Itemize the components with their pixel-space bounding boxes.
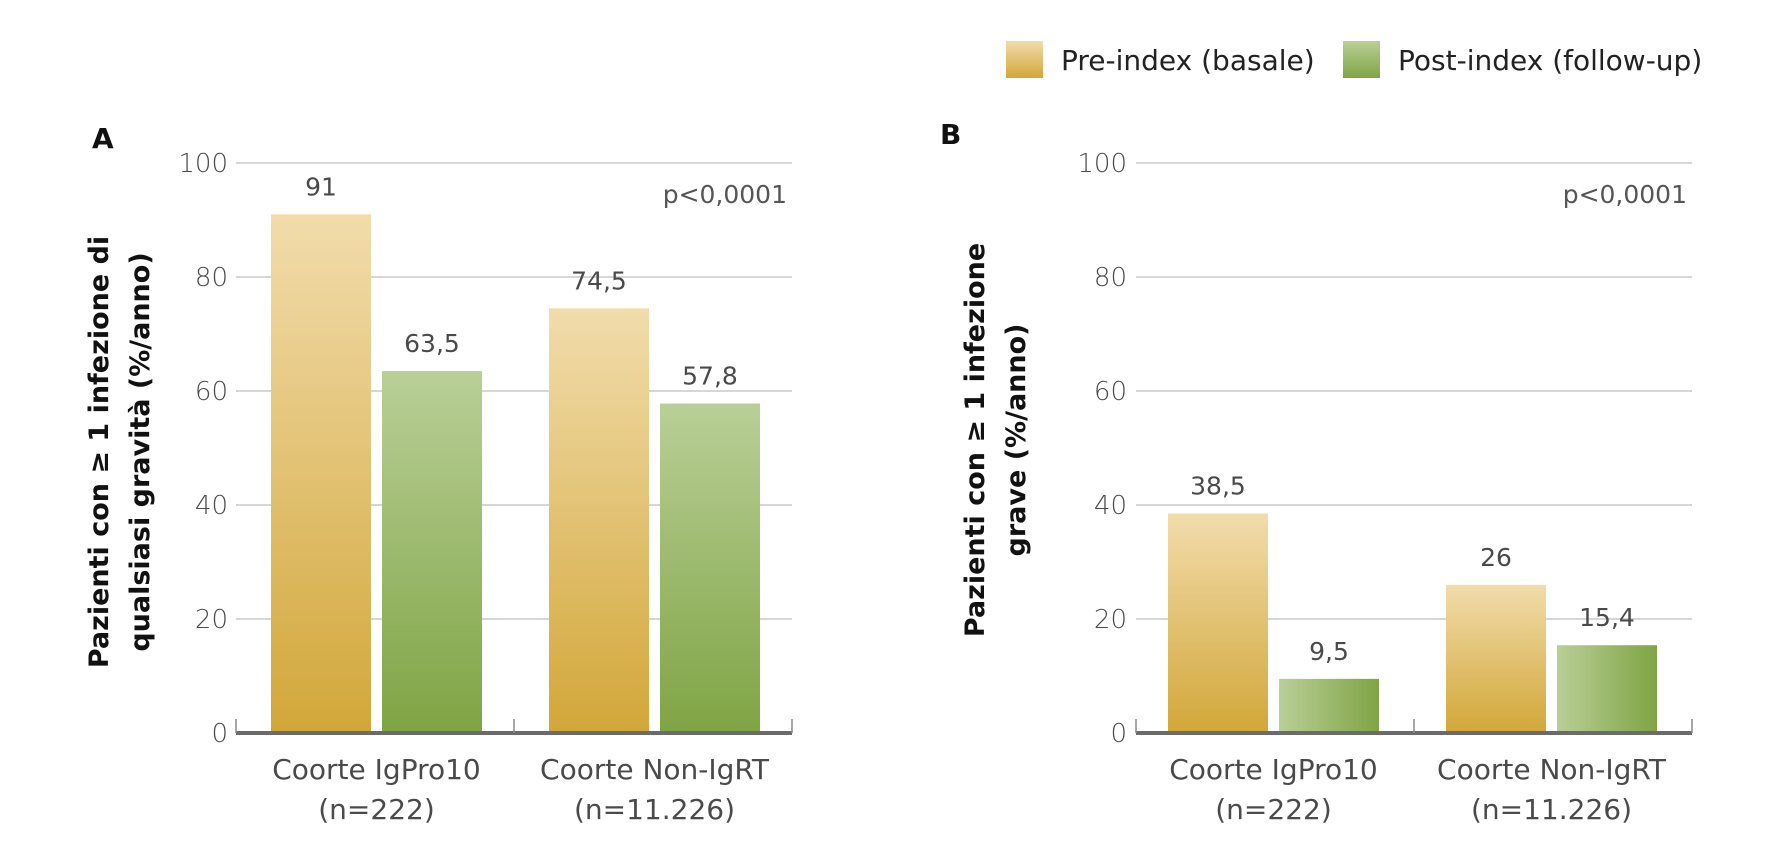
panel-b-y-tick-label: 20 bbox=[1094, 605, 1127, 635]
legend: Pre-index (basale) Post-index (follow-up… bbox=[1006, 41, 1702, 78]
panel-b-bar-pre-index bbox=[1168, 513, 1268, 733]
panel-b-y-tick-label: 100 bbox=[1077, 149, 1127, 179]
panel-a-bar-value-label: 74,5 bbox=[571, 266, 627, 295]
panel-b-bar-post-index bbox=[1557, 645, 1657, 733]
panel-a-bar-value-label: 63,5 bbox=[404, 329, 460, 358]
panel-b-y-tick-label: 0 bbox=[1110, 719, 1127, 749]
panel-b-category-label: Coorte IgPro10 bbox=[1169, 753, 1378, 786]
panel-b-y-tick-label: 80 bbox=[1094, 263, 1127, 293]
panel-b: B Pazienti con ≥ 1 infezione grave (%/an… bbox=[940, 118, 1693, 826]
panel-a: A Pazienti con ≥ 1 infezione di qualsias… bbox=[84, 122, 793, 826]
panel-b-category-label: Coorte Non-IgRT bbox=[1437, 753, 1667, 786]
panel-a-y-tick-label: 60 bbox=[195, 377, 228, 407]
panel-a-ylabel-line1: Pazienti con ≥ 1 infezione di bbox=[84, 236, 115, 668]
panel-a-y-tick-label: 0 bbox=[211, 719, 228, 749]
panel-a-bar-pre-index bbox=[549, 308, 649, 733]
panel-a-category-sublabel: (n=11.226) bbox=[574, 793, 735, 826]
panel-b-bar-value-label: 15,4 bbox=[1579, 603, 1635, 632]
panel-a-category-label: Coorte Non-IgRT bbox=[540, 753, 770, 786]
panel-a-plot: 0 20 40 60 80 100 91 74,5 63,5 57,8 Coorte IgPro10… bbox=[178, 149, 793, 826]
panel-b-plot: 0 20 40 60 80 100 38,5 26 9,5 15,4 Coorte IgPro10 (… bbox=[1077, 149, 1693, 826]
panel-b-pvalue: p<0,0001 bbox=[1563, 180, 1687, 209]
panel-a-bar-value-label: 57,8 bbox=[682, 362, 738, 391]
panel-a-pvalue: p<0,0001 bbox=[663, 180, 787, 209]
legend-label-pre-index: Pre-index (basale) bbox=[1061, 44, 1315, 77]
panel-a-y-axis-title: Pazienti con ≥ 1 infezione di qualsiasi … bbox=[84, 236, 156, 668]
panel-b-category-sublabel: (n=222) bbox=[1215, 793, 1332, 826]
panel-b-ylabel-line1: Pazienti con ≥ 1 infezione bbox=[960, 243, 991, 637]
panel-a-bar-value-label: 91 bbox=[305, 172, 337, 201]
panel-b-bar-pre-index bbox=[1446, 584, 1546, 733]
panel-b-bar-value-label: 38,5 bbox=[1190, 472, 1246, 501]
panel-b-bar-value-label: 9,5 bbox=[1309, 637, 1349, 666]
panel-b-label: B bbox=[940, 118, 961, 151]
panel-b-ylabel-line2: grave (%/anno) bbox=[1001, 324, 1032, 557]
panel-b-category-sublabel: (n=11.226) bbox=[1471, 793, 1632, 826]
panel-b-y-axis-title: Pazienti con ≥ 1 infezione grave (%/anno… bbox=[960, 243, 1032, 637]
panel-a-category-label: Coorte IgPro10 bbox=[272, 753, 481, 786]
panel-a-bar-pre-index bbox=[271, 214, 371, 734]
panel-b-y-tick-label: 60 bbox=[1094, 377, 1127, 407]
panel-a-y-tick-label: 40 bbox=[195, 491, 228, 521]
panel-a-ylabel-line2: qualsiasi gravità (%/anno) bbox=[125, 252, 156, 651]
panel-b-bar-post-index bbox=[1279, 678, 1379, 733]
panel-a-label: A bbox=[92, 122, 114, 155]
panel-b-y-tick-label: 40 bbox=[1094, 491, 1127, 521]
panel-a-category-sublabel: (n=222) bbox=[318, 793, 435, 826]
panel-a-bar-post-index bbox=[660, 403, 760, 733]
panel-a-bar-post-index bbox=[382, 371, 482, 733]
panel-a-y-tick-label: 100 bbox=[178, 149, 228, 179]
panel-a-y-tick-label: 20 bbox=[195, 605, 228, 635]
panel-a-y-tick-label: 80 bbox=[195, 263, 228, 293]
legend-swatch-post-index bbox=[1343, 41, 1380, 78]
panel-b-bar-value-label: 26 bbox=[1480, 543, 1512, 572]
legend-swatch-pre-index bbox=[1006, 41, 1043, 78]
legend-label-post-index: Post-index (follow-up) bbox=[1398, 44, 1702, 77]
